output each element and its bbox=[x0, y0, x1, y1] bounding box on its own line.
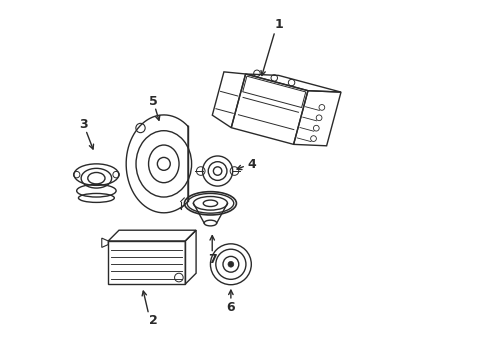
Circle shape bbox=[227, 261, 233, 267]
Text: 6: 6 bbox=[226, 301, 235, 314]
Text: 4: 4 bbox=[247, 158, 256, 171]
Text: 2: 2 bbox=[148, 314, 157, 328]
Text: 5: 5 bbox=[148, 95, 157, 108]
Text: 7: 7 bbox=[207, 253, 216, 266]
Text: 1: 1 bbox=[274, 18, 283, 31]
Text: 3: 3 bbox=[80, 118, 88, 131]
